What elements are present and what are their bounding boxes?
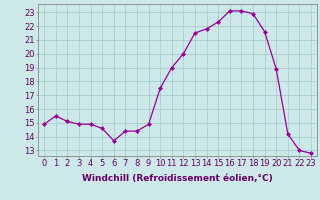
X-axis label: Windchill (Refroidissement éolien,°C): Windchill (Refroidissement éolien,°C) xyxy=(82,174,273,183)
